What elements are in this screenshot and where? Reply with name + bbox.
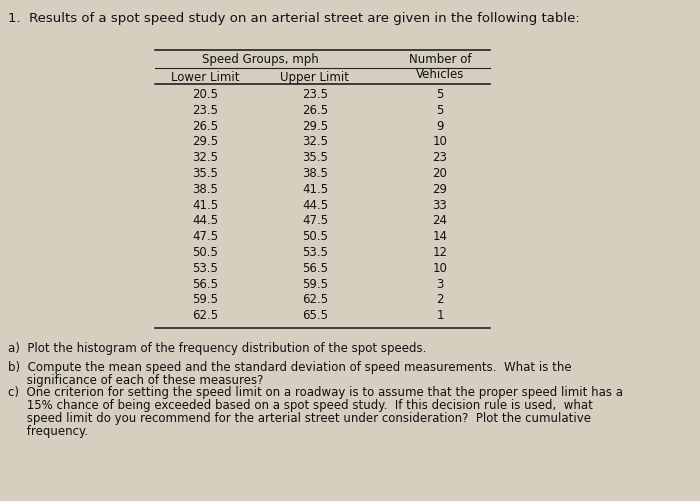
Text: Upper Limit: Upper Limit bbox=[281, 71, 349, 84]
Text: 38.5: 38.5 bbox=[192, 183, 218, 196]
Text: 59.5: 59.5 bbox=[192, 294, 218, 307]
Text: 29.5: 29.5 bbox=[192, 135, 218, 148]
Text: 23.5: 23.5 bbox=[302, 88, 328, 101]
Text: 3: 3 bbox=[436, 278, 444, 291]
Text: 5: 5 bbox=[436, 104, 444, 117]
Text: 50.5: 50.5 bbox=[192, 246, 218, 259]
Text: 53.5: 53.5 bbox=[302, 246, 328, 259]
Text: 62.5: 62.5 bbox=[302, 294, 328, 307]
Text: 20.5: 20.5 bbox=[192, 88, 218, 101]
Text: c)  One criterion for setting the speed limit on a roadway is to assume that the: c) One criterion for setting the speed l… bbox=[8, 386, 623, 399]
Text: 12: 12 bbox=[433, 246, 447, 259]
Text: 59.5: 59.5 bbox=[302, 278, 328, 291]
Text: 14: 14 bbox=[433, 230, 447, 243]
Text: 32.5: 32.5 bbox=[302, 135, 328, 148]
Text: 41.5: 41.5 bbox=[192, 198, 218, 211]
Text: 9: 9 bbox=[436, 120, 444, 133]
Text: Lower Limit: Lower Limit bbox=[171, 71, 239, 84]
Text: 44.5: 44.5 bbox=[192, 214, 218, 227]
Text: b)  Compute the mean speed and the standard deviation of speed measurements.  Wh: b) Compute the mean speed and the standa… bbox=[8, 361, 572, 374]
Text: 23: 23 bbox=[433, 151, 447, 164]
Text: 33: 33 bbox=[433, 198, 447, 211]
Text: 65.5: 65.5 bbox=[302, 309, 328, 322]
Text: 1: 1 bbox=[436, 309, 444, 322]
Text: 47.5: 47.5 bbox=[302, 214, 328, 227]
Text: 2: 2 bbox=[436, 294, 444, 307]
Text: significance of each of these measures?: significance of each of these measures? bbox=[8, 374, 263, 387]
Text: 5: 5 bbox=[436, 88, 444, 101]
Text: frequency.: frequency. bbox=[8, 425, 88, 438]
Text: 44.5: 44.5 bbox=[302, 198, 328, 211]
Text: Speed Groups, mph: Speed Groups, mph bbox=[202, 53, 318, 66]
Text: 32.5: 32.5 bbox=[192, 151, 218, 164]
Text: 41.5: 41.5 bbox=[302, 183, 328, 196]
Text: 35.5: 35.5 bbox=[302, 151, 328, 164]
Text: 50.5: 50.5 bbox=[302, 230, 328, 243]
Text: 26.5: 26.5 bbox=[192, 120, 218, 133]
Text: 56.5: 56.5 bbox=[192, 278, 218, 291]
Text: 20: 20 bbox=[433, 167, 447, 180]
Text: 24: 24 bbox=[433, 214, 447, 227]
Text: 10: 10 bbox=[433, 262, 447, 275]
Text: 38.5: 38.5 bbox=[302, 167, 328, 180]
Text: 15% chance of being exceeded based on a spot speed study.  If this decision rule: 15% chance of being exceeded based on a … bbox=[8, 399, 593, 412]
Text: 1.  Results of a spot speed study on an arterial street are given in the followi: 1. Results of a spot speed study on an a… bbox=[8, 12, 580, 25]
Text: 53.5: 53.5 bbox=[192, 262, 218, 275]
Text: 26.5: 26.5 bbox=[302, 104, 328, 117]
Text: 23.5: 23.5 bbox=[192, 104, 218, 117]
Text: 56.5: 56.5 bbox=[302, 262, 328, 275]
Text: 29: 29 bbox=[433, 183, 447, 196]
Text: Number of
Vehicles: Number of Vehicles bbox=[409, 53, 471, 81]
Text: 47.5: 47.5 bbox=[192, 230, 218, 243]
Text: 29.5: 29.5 bbox=[302, 120, 328, 133]
Text: 62.5: 62.5 bbox=[192, 309, 218, 322]
Text: 10: 10 bbox=[433, 135, 447, 148]
Text: speed limit do you recommend for the arterial street under consideration?  Plot : speed limit do you recommend for the art… bbox=[8, 412, 591, 425]
Text: a)  Plot the histogram of the frequency distribution of the spot speeds.: a) Plot the histogram of the frequency d… bbox=[8, 342, 426, 355]
Text: 35.5: 35.5 bbox=[192, 167, 218, 180]
